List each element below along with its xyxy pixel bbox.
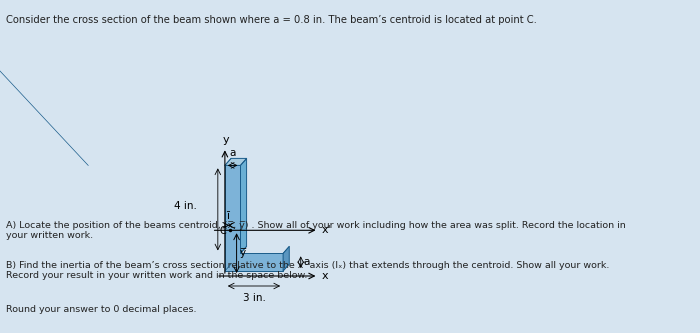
Text: y̅: y̅ (240, 248, 246, 258)
Text: 4 in.: 4 in. (174, 201, 197, 211)
Text: Consider the cross section of the beam shown where a = 0.8 in. The beam’s centro: Consider the cross section of the beam s… (6, 15, 537, 25)
Text: B) Find the inertia of the beam’s cross section relative to the x’ axis (Iₓ) tha: B) Find the inertia of the beam’s cross … (6, 261, 610, 280)
Text: a: a (303, 257, 309, 267)
Polygon shape (225, 166, 283, 271)
Text: y: y (223, 136, 229, 146)
Polygon shape (240, 159, 246, 253)
Text: C: C (219, 226, 226, 236)
Text: 3 in.: 3 in. (242, 293, 265, 303)
Text: A) Locate the position of the beams centroid, (x̅, y̅) . Show all of your work i: A) Locate the position of the beams cent… (6, 221, 626, 240)
Text: a: a (230, 149, 236, 159)
Text: Round your answer to 0 decimal places.: Round your answer to 0 decimal places. (6, 305, 197, 314)
Text: x: x (322, 271, 328, 281)
Text: ī: ī (225, 211, 229, 221)
Polygon shape (283, 246, 289, 271)
Polygon shape (225, 159, 246, 166)
Text: x': x' (322, 225, 332, 235)
